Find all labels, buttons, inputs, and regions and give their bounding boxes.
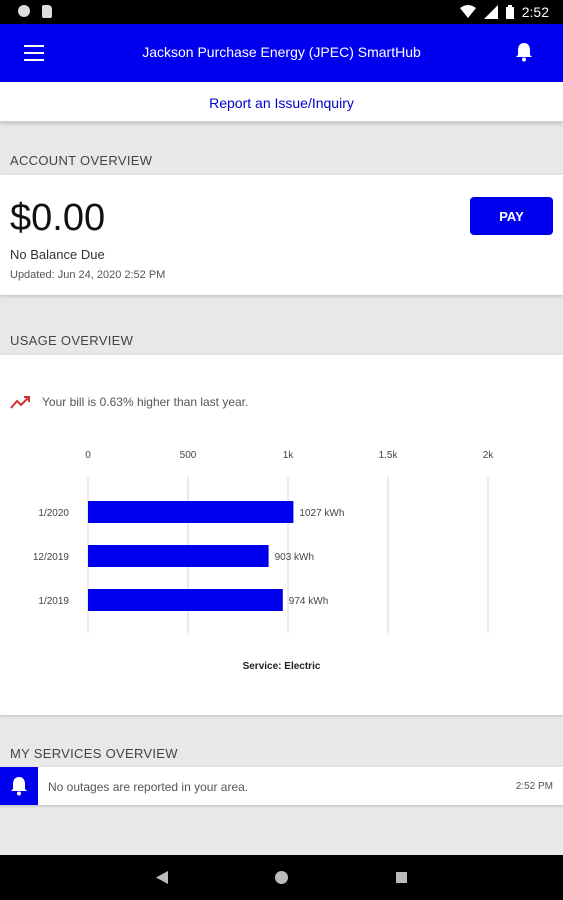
updated-timestamp: Updated: Jun 24, 2020 2:52 PM [10, 269, 166, 281]
trending-up-icon [10, 396, 30, 409]
usage-bar-chart: 0 500 1k 1.5k 2k 1/2020 1027 kWh 12/2019 903 kWh… [33, 450, 495, 633]
bill-trend: Your bill is 0.63% higher than last year… [10, 395, 248, 409]
data-label: 903 kWh [275, 552, 314, 563]
battery-icon [505, 5, 514, 19]
x-tick-label: 500 [180, 450, 197, 461]
system-nav-bar [0, 855, 563, 900]
recents-icon[interactable] [396, 872, 407, 883]
x-tick-label: 2k [483, 450, 495, 461]
report-bar: Report an Issue/Inquiry [0, 82, 563, 122]
outage-text: No outages are reported in your area. [48, 780, 249, 794]
status-bar: 2:52 [0, 0, 563, 24]
data-label: 974 kWh [289, 596, 328, 607]
x-tick-label: 0 [85, 450, 91, 461]
service-label: Service: Electric [242, 661, 321, 672]
x-tick-label: 1.5k [379, 450, 399, 461]
outage-icon-box [0, 767, 38, 805]
bar-2 [88, 589, 283, 611]
back-icon[interactable] [156, 871, 168, 884]
balance-label: No Balance Due [10, 247, 105, 262]
notifications-bell-icon[interactable] [515, 42, 533, 62]
category-label: 1/2019 [38, 596, 69, 607]
x-tick-label: 1k [283, 450, 295, 461]
app-title: Jackson Purchase Energy (JPEC) SmartHub [142, 44, 421, 60]
outage-time: 2:52 PM [515, 781, 553, 792]
outage-bell-icon [11, 777, 27, 796]
sim-card-icon [42, 5, 52, 18]
data-label: 1027 kWh [299, 508, 344, 519]
category-label: 12/2019 [33, 552, 70, 563]
bill-trend-text: Your bill is 0.63% higher than last year… [42, 395, 249, 409]
category-label: 1/2020 [38, 508, 69, 519]
bar-0 [88, 501, 294, 523]
services-overview-header: MY SERVICES OVERVIEW [10, 746, 178, 761]
account-overview-card: $0.00 No Balance Due Updated: Jun 24, 20… [0, 175, 563, 295]
home-icon[interactable] [275, 871, 288, 884]
report-issue-link[interactable]: Report an Issue/Inquiry [209, 95, 354, 111]
notification-dot-icon [18, 5, 30, 17]
status-time: 2:52 [521, 4, 549, 20]
signal-icon [483, 5, 498, 19]
wifi-icon [459, 5, 476, 18]
account-overview-header: ACCOUNT OVERVIEW [10, 153, 153, 168]
usage-overview-card: Your bill is 0.63% higher than last year… [0, 355, 563, 715]
usage-overview-header: USAGE OVERVIEW [10, 333, 134, 348]
pay-button[interactable]: PAY [470, 197, 553, 235]
balance-amount: $0.00 [10, 197, 106, 239]
hamburger-menu-icon[interactable] [24, 45, 44, 61]
outage-notice-row[interactable]: No outages are reported in your area. 2:… [0, 767, 563, 805]
app-bar: Jackson Purchase Energy (JPEC) SmartHub [0, 24, 563, 82]
bar-1 [88, 545, 269, 567]
